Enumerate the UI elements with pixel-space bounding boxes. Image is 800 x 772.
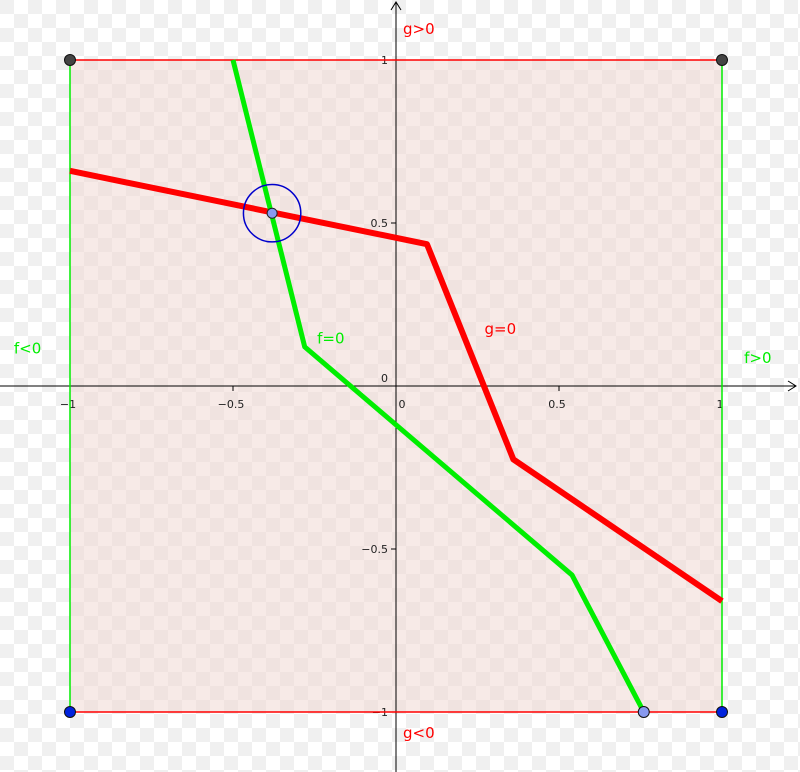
label-g-zero: g=0 bbox=[484, 320, 516, 338]
intersection-point bbox=[266, 207, 278, 219]
intersection-circle bbox=[242, 183, 302, 243]
y-tick-label: 0 bbox=[381, 372, 388, 385]
corner-point-bottom-left bbox=[64, 706, 76, 718]
corner-point-bottom-right bbox=[716, 706, 728, 718]
x-tick-label: −1 bbox=[60, 398, 76, 411]
x-tick-label: 0 bbox=[399, 398, 406, 411]
y-axis-arrow-icon bbox=[390, 1, 402, 11]
x-axis-arrow-icon bbox=[787, 380, 797, 392]
f-curve-endpoint bbox=[637, 706, 650, 718]
g-zero-curve bbox=[69, 167, 724, 604]
y-tick-label: −0.5 bbox=[361, 543, 388, 556]
label-f-neg: f<0 bbox=[14, 339, 41, 357]
x-tick-label: −0.5 bbox=[218, 398, 245, 411]
x-tick-label: 0.5 bbox=[548, 398, 566, 411]
label-g-pos: g>0 bbox=[403, 20, 435, 38]
label-f-pos: f>0 bbox=[744, 349, 771, 367]
y-tick-label: 0.5 bbox=[371, 217, 389, 230]
corner-point-top-right bbox=[716, 54, 728, 66]
label-f-zero: f=0 bbox=[317, 330, 344, 348]
corner-point-top-left bbox=[64, 54, 76, 66]
x-tick-label: 1 bbox=[717, 398, 724, 411]
f-zero-curve bbox=[230, 59, 646, 714]
label-g-neg: g<0 bbox=[403, 724, 435, 742]
